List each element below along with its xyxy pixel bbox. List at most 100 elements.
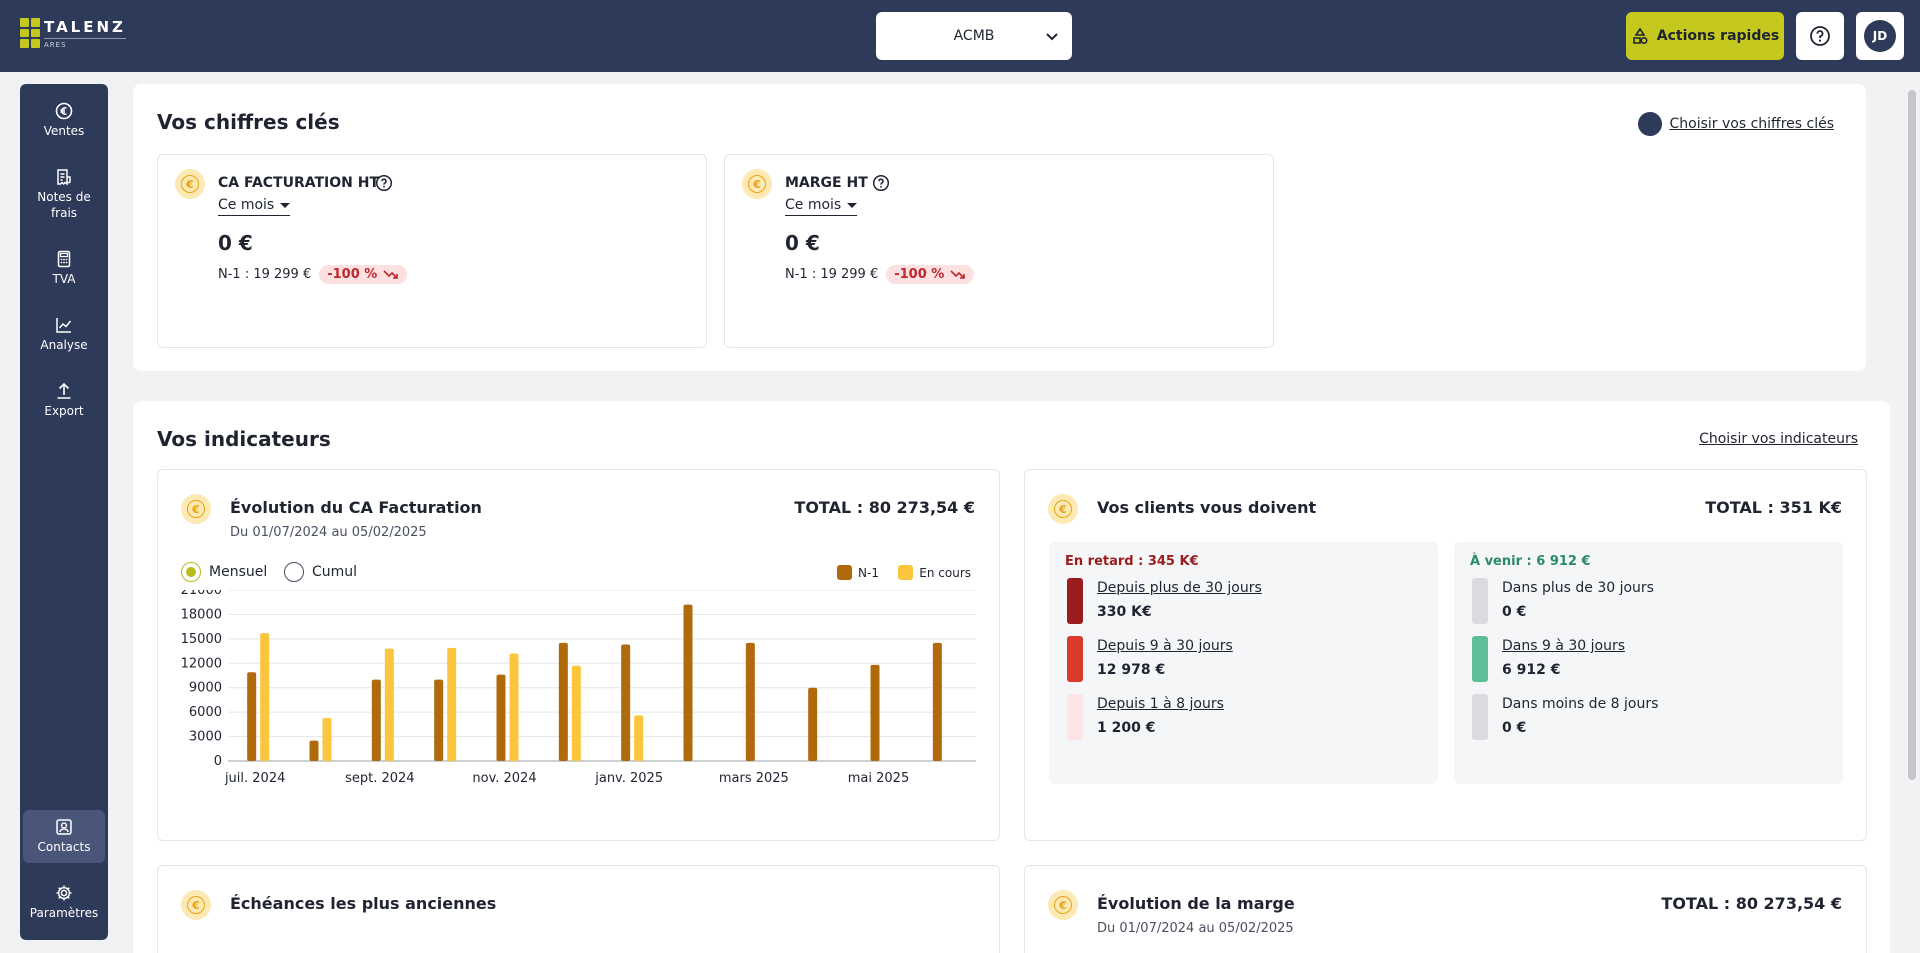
debt-row[interactable]: Depuis 9 à 30 jours 12 978 € [1067, 636, 1233, 682]
sidebar-item-label: Notes de frais [37, 190, 91, 220]
ca-evolution-panel: € Évolution du CA Facturation TOTAL : 80… [157, 469, 1000, 841]
debt-label: Dans moins de 8 jours [1502, 696, 1659, 712]
sidebar-item-analyse[interactable]: Analyse [23, 308, 105, 361]
kpi-title: MARGE HT [785, 175, 868, 191]
legend-n-1: N-1 [837, 565, 879, 580]
kpi-period-select[interactable]: Ce mois [785, 197, 857, 216]
trend-down-icon [950, 269, 966, 279]
euro-icon: € [187, 896, 205, 914]
y-tick-label: 0 [214, 754, 222, 769]
euro-badge: € [181, 890, 211, 920]
bar-n-1 [496, 674, 506, 761]
radio-cumul[interactable]: Cumul [284, 562, 357, 582]
bar-n-1 [870, 664, 880, 761]
panel-subtitle: Du 01/07/2024 au 05/02/2025 [230, 525, 427, 540]
kpi-value: 0 € [218, 231, 253, 255]
clients-owe-panel: € Vos clients vous doivent TOTAL : 351 K… [1024, 469, 1867, 841]
user-menu-button[interactable]: JD [1856, 12, 1904, 60]
debt-bar [1067, 694, 1083, 740]
upcoming-debts-box: À venir : 6 912 € Dans plus de 30 jours 0… [1454, 542, 1843, 784]
debt-row: Dans moins de 8 jours 0 € [1472, 694, 1658, 740]
bar-en-cours [260, 633, 270, 761]
trend-down-icon [383, 269, 399, 279]
euro-badge: € [1048, 890, 1078, 920]
legend-label: En cours [919, 565, 971, 580]
legend-en-cours: En cours [898, 565, 971, 580]
sidebar-item-parametres[interactable]: Paramètres [23, 876, 105, 929]
debt-bar [1067, 578, 1083, 624]
kpi-period-select[interactable]: Ce mois [218, 197, 290, 216]
indicators-title: Vos indicateurs [157, 427, 331, 451]
radio-monthly[interactable]: Mensuel [181, 562, 267, 582]
choose-key-figures-label: Choisir vos chiffres clés [1669, 116, 1835, 132]
x-tick-label: juil. 2024 [224, 771, 285, 786]
bar-en-cours [634, 715, 644, 761]
euro-icon: € [1054, 896, 1072, 914]
calculator-icon [57, 250, 71, 268]
chart-line-icon [56, 318, 72, 333]
euro-badge: € [1048, 494, 1078, 524]
sidebar-item-notes-de-frais[interactable]: Notes de frais [23, 160, 105, 229]
top-bar: TALENZ ARES ACMB Actions rapides JD [0, 0, 1920, 72]
help-button[interactable] [1796, 12, 1844, 60]
panel-title: Évolution du CA Facturation [230, 498, 482, 517]
panel-title: Évolution de la marge [1097, 894, 1295, 913]
logo-text: TALENZ [44, 18, 126, 36]
debt-bar [1472, 694, 1488, 740]
logo-mark-icon [20, 18, 40, 48]
choose-indicators-link[interactable]: Choisir vos indicateurs [1699, 431, 1858, 447]
euro-icon: € [1054, 500, 1072, 518]
quick-actions-button[interactable]: Actions rapides [1626, 12, 1784, 60]
avatar: JD [1864, 20, 1896, 52]
debt-bar [1067, 636, 1083, 682]
panel-total: TOTAL : 80 273,54 € [1661, 894, 1842, 913]
debt-row[interactable]: Depuis 1 à 8 jours 1 200 € [1067, 694, 1224, 740]
debt-row: Dans plus de 30 jours 0 € [1472, 578, 1654, 624]
bar-en-cours [322, 717, 332, 761]
key-figures-card: Vos chiffres clés Choisir vos chiffres c… [133, 84, 1866, 371]
bar-n-1 [309, 740, 319, 761]
sidebar-item-contacts[interactable]: Contacts [23, 810, 105, 863]
sidebar-item-ventes[interactable]: Ventes [23, 94, 105, 147]
sidebar-item-label: Contacts [37, 840, 91, 854]
indicators-card: Vos indicateurs Choisir vos indicateurs … [133, 401, 1890, 953]
choose-key-figures-link[interactable]: Choisir vos chiffres clés [1637, 112, 1835, 136]
bar-n-1 [621, 644, 631, 761]
debt-value: 330 K€ [1097, 604, 1152, 620]
sidebar-item-label: TVA [52, 272, 76, 286]
debt-row[interactable]: Depuis plus de 30 jours 330 K€ [1067, 578, 1262, 624]
bar-en-cours [571, 665, 581, 761]
margin-evolution-panel: € Évolution de la marge TOTAL : 80 273,5… [1024, 865, 1867, 953]
bar-n-1 [434, 679, 444, 761]
euro-badge: € [742, 169, 772, 199]
kpi-value: 0 € [785, 231, 820, 255]
late-header: En retard : 345 K€ [1065, 554, 1199, 569]
debt-value: 12 978 € [1097, 662, 1166, 678]
kpi-previous: N-1 : 19 299 € -100 % [218, 265, 408, 284]
gear-icon [56, 885, 72, 901]
panel-total: TOTAL : 351 K€ [1705, 498, 1842, 517]
receipt-icon [57, 169, 71, 186]
kpi-change-value: -100 % [327, 267, 378, 282]
help-icon[interactable] [872, 174, 890, 192]
x-tick-label: janv. 2025 [594, 771, 663, 786]
euro-badge: € [175, 169, 205, 199]
kpi-change-badge: -100 % [886, 265, 975, 284]
bar-n-1 [683, 604, 693, 761]
logo[interactable]: TALENZ ARES [20, 18, 126, 49]
company-select[interactable]: ACMB [876, 12, 1072, 60]
chevron-down-icon [1046, 33, 1058, 41]
debt-row[interactable]: Dans 9 à 30 jours 6 912 € [1472, 636, 1625, 682]
sidebar-item-export[interactable]: Export [23, 374, 105, 427]
kpi-card-marge: € MARGE HT Ce mois 0 € N-1 : 19 299 € -1… [724, 154, 1274, 348]
bar-n-1 [932, 642, 942, 761]
kpi-title: CA FACTURATION HT [218, 175, 380, 191]
sidebar: Ventes Notes de frais TVA Analyse Export… [20, 84, 108, 940]
help-icon[interactable] [375, 174, 393, 192]
late-debts-box: En retard : 345 K€ Depuis plus de 30 jou… [1049, 542, 1438, 784]
sidebar-item-tva[interactable]: TVA [23, 242, 105, 295]
scrollbar-thumb[interactable] [1908, 90, 1916, 780]
debt-value: 1 200 € [1097, 720, 1156, 736]
scrollbar[interactable] [1904, 72, 1920, 953]
debt-bar [1472, 636, 1488, 682]
